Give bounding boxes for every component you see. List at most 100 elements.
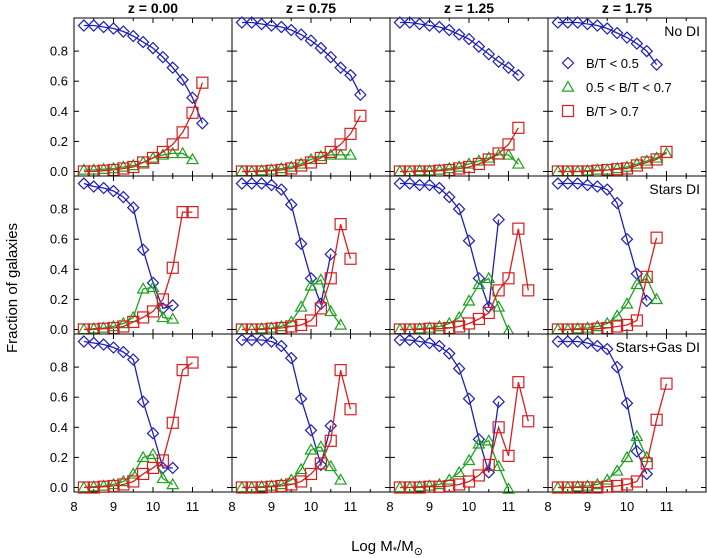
x-tick-label: 9 [584, 499, 591, 514]
point-bt-05-07 [274, 161, 288, 174]
point-bt-gt-07 [650, 413, 663, 426]
series-bt-gt-07 [235, 109, 367, 178]
y-tick-label: 0.8 [50, 202, 68, 217]
point-bt-lt-05 [284, 351, 298, 365]
point-bt-05-07 [472, 437, 486, 449]
point-bt-lt-05 [413, 17, 426, 31]
point-bt-05-07 [87, 480, 101, 492]
point-bt-05-07 [403, 480, 417, 493]
panel-frame [547, 175, 707, 335]
point-bt-05-07 [580, 479, 595, 491]
point-bt-lt-05 [284, 198, 298, 211]
point-bt-lt-05 [117, 190, 130, 204]
point-bt-lt-05 [413, 178, 426, 192]
series-bt-lt-05 [235, 333, 338, 472]
point-bt-gt-07 [285, 162, 298, 175]
point-bt-05-07 [106, 319, 121, 332]
point-bt-05-07 [580, 321, 595, 333]
point-bt-gt-07 [137, 156, 150, 169]
point-bt-gt-07 [660, 145, 673, 159]
line-bt-gt-07 [241, 115, 361, 173]
point-bt-05-07 [452, 465, 466, 478]
point-bt-gt-07 [127, 315, 140, 329]
point-bt-gt-07 [107, 163, 120, 177]
series-bt-gt-07 [77, 356, 199, 494]
legend-entry: B/T < 0.5 [561, 56, 639, 71]
series-bt-gt-07 [393, 376, 535, 494]
point-bt-05-07 [77, 163, 91, 175]
point-bt-gt-07 [462, 160, 476, 174]
point-bt-lt-05 [136, 243, 150, 257]
point-bt-gt-07 [512, 121, 525, 134]
panel-frame [73, 17, 233, 177]
point-bt-lt-05 [97, 338, 110, 351]
point-bt-lt-05 [423, 178, 436, 192]
point-bt-gt-07 [601, 480, 614, 493]
point-bt-05-07 [156, 471, 170, 484]
x-tick-label: 11 [660, 499, 674, 514]
panel-r0-c0: 0.0 0.2 0.4 0.6 0.8 [50, 17, 233, 179]
point-bt-lt-05 [176, 73, 189, 87]
point-bt-05-07 [106, 477, 121, 490]
point-bt-lt-05 [600, 342, 614, 356]
point-bt-gt-07 [107, 479, 120, 493]
panel-grid: 0.00.20.40.60.80.00.20.40.60.80.00.20.40… [50, 16, 707, 514]
point-bt-lt-05 [492, 55, 505, 68]
point-bt-gt-07 [245, 481, 258, 494]
point-bt-lt-05 [107, 341, 120, 354]
point-bt-05-07 [630, 277, 644, 290]
point-bt-gt-07 [354, 109, 367, 122]
point-bt-gt-07 [117, 478, 130, 491]
point-bt-lt-05 [423, 336, 436, 350]
x-tick-label: 9 [268, 499, 275, 514]
y-tick-label: 0.6 [50, 232, 68, 247]
point-bt-05-07 [600, 473, 614, 485]
point-bt-gt-07 [581, 481, 594, 494]
point-bt-05-07 [343, 148, 358, 160]
point-bt-gt-07 [344, 127, 357, 140]
point-bt-gt-07 [640, 457, 653, 470]
panel-frame [389, 333, 549, 493]
point-bt-lt-05 [255, 333, 268, 347]
point-bt-lt-05 [77, 177, 91, 190]
panel-frame [231, 175, 391, 335]
point-bt-gt-07 [334, 364, 347, 377]
point-bt-05-07 [146, 280, 160, 293]
point-bt-gt-07 [492, 284, 505, 297]
point-bt-gt-07 [443, 163, 456, 177]
y-axis-label: Fraction of galaxies [4, 223, 21, 353]
point-bt-gt-07 [285, 320, 298, 333]
legend-marker [561, 56, 575, 70]
point-bt-gt-07 [166, 261, 179, 274]
point-bt-05-07 [462, 294, 476, 306]
point-bt-lt-05 [87, 19, 101, 32]
point-bt-gt-07 [295, 318, 308, 332]
point-bt-05-07 [87, 322, 101, 334]
point-bt-05-07 [97, 321, 111, 333]
point-bt-gt-07 [512, 222, 525, 235]
y-tick-label: 0.8 [50, 44, 68, 59]
point-bt-lt-05 [245, 333, 259, 347]
point-bt-lt-05 [620, 232, 634, 246]
point-bt-lt-05 [245, 16, 259, 29]
point-bt-lt-05 [294, 392, 308, 406]
x-tick-label: 10 [146, 499, 160, 514]
point-bt-lt-05 [462, 32, 476, 46]
point-bt-lt-05 [186, 91, 199, 105]
panel-r0-c2 [389, 16, 549, 178]
point-bt-lt-05 [136, 35, 150, 49]
point-bt-gt-07 [472, 157, 485, 171]
point-bt-gt-07 [156, 454, 169, 467]
point-bt-gt-07 [630, 475, 643, 488]
point-bt-lt-05 [591, 339, 604, 353]
panel-r1-c2 [389, 175, 549, 336]
point-bt-gt-07 [393, 481, 406, 494]
point-bt-gt-07 [186, 106, 199, 119]
point-bt-lt-05 [334, 61, 347, 75]
panel-r2-c3: 8 9 10 11 [544, 333, 707, 514]
point-bt-05-07 [610, 161, 624, 174]
panel-r2-c1: 8 9 10 11 [228, 333, 391, 514]
point-bt-gt-07 [640, 156, 653, 169]
point-bt-lt-05 [294, 237, 308, 251]
